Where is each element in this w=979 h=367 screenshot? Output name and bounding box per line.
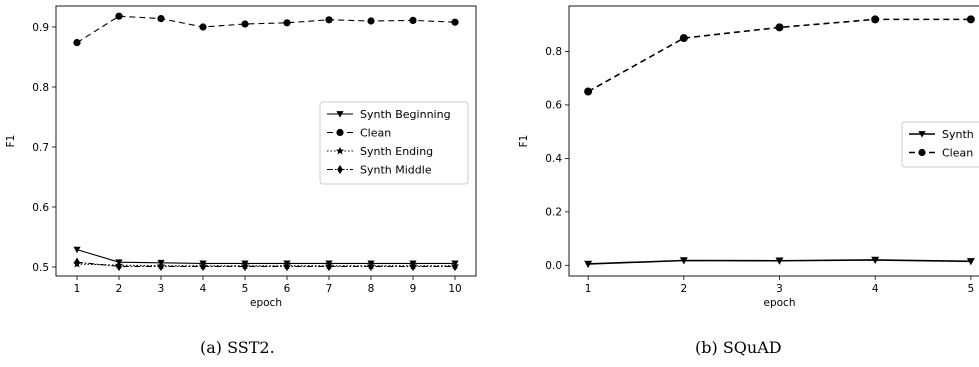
squad-xtick-label: 5: [968, 283, 975, 295]
sst2-point-clean: [115, 12, 123, 20]
sst2-xaxis-label: epoch: [250, 297, 282, 309]
squad-point-synth: [966, 258, 975, 266]
squad-xaxis-label: epoch: [764, 297, 796, 309]
sst2-line-synth-beginning: [76, 249, 455, 264]
sst2-xtick-label: 1: [74, 283, 81, 295]
sst2-ytick-label: 0.9: [32, 22, 49, 34]
sst2-point-clean: [157, 15, 165, 23]
sst2-point-synth-middle: [368, 261, 374, 272]
sst2-xtick-label: 7: [326, 283, 333, 295]
squad-ytick-label: 0.4: [545, 153, 562, 165]
sst2-point-synth-middle: [200, 261, 206, 272]
sst2-legend-marker-clean: [336, 128, 344, 137]
sst2-series-clean: [73, 12, 459, 47]
sst2-ytick-label: 0.7: [32, 142, 49, 154]
squad-point-clean: [775, 23, 784, 32]
sst2-ytick-label: 0.6: [32, 202, 49, 214]
squad-point-synth: [775, 257, 784, 265]
sst2-xtick-label: 8: [368, 283, 375, 295]
sst2-line-synth-ending: [76, 263, 455, 267]
sst2-xtick-label: 4: [200, 283, 207, 295]
sst2-legend-label-synth-middle: Synth Middle: [360, 164, 432, 177]
squad-point-synth: [679, 257, 688, 265]
sst2-legend: Synth Beginning Clean Synth Ending Synth Mi…: [319, 101, 469, 185]
sst2-series-synth-middle: [74, 257, 458, 272]
sst2-point-clean: [409, 16, 417, 24]
sst2-xtick-label: 10: [448, 283, 461, 295]
sst2-ytick-label: 0.8: [32, 82, 49, 94]
sst2-legend-label-clean: Clean: [360, 127, 391, 140]
squad-point-synth: [871, 256, 880, 264]
sst2-line-synth-middle: [76, 261, 455, 267]
sst2-point-synth-middle: [284, 261, 290, 272]
sst2-legend-label-synth-ending: Synth Ending: [360, 145, 433, 158]
sst2-legend-label-synth-beginning: Synth Beginning: [360, 108, 451, 121]
sst2-plot-frame: [55, 5, 477, 277]
sst2-point-clean: [283, 19, 291, 27]
squad-yaxis-label: F1: [518, 135, 530, 148]
squad-legend-marker-synth: [918, 131, 926, 138]
chart-sst2: 1 2 3 4 5 6 7 8 9 10 0.5 0.6 0.7 0.8 0.9 epoch F1 Synth B…: [5, 5, 477, 309]
squad-point-clean: [584, 87, 593, 96]
sst2-xtick-label: 5: [242, 283, 249, 295]
squad-ytick-label: 0.6: [545, 100, 562, 112]
squad-legend-label-clean: Clean: [942, 147, 973, 160]
sst2-ytick-label: 0.5: [32, 262, 49, 274]
squad-point-clean: [679, 34, 688, 43]
squad-series-clean: [584, 15, 975, 96]
squad-xtick-label: 2: [680, 283, 687, 295]
squad-xtick-label: 3: [776, 283, 783, 295]
sst2-point-clean: [325, 16, 333, 24]
sst2-point-clean: [199, 23, 207, 31]
sst2-legend-marker-synth-beginning: [336, 111, 344, 118]
sst2-legend-frame: [319, 101, 469, 185]
sst2-point-clean: [241, 20, 249, 28]
squad-point-clean: [871, 15, 880, 24]
sst2-xtick-label: 9: [410, 283, 417, 295]
sst2-point-synth-middle: [242, 261, 248, 272]
sst2-xtick-label: 6: [284, 283, 291, 295]
sst2-point-synth-middle: [116, 261, 122, 272]
squad-ytick-label: 0.2: [545, 207, 562, 219]
squad-legend-label-synth: Synth: [942, 128, 974, 141]
squad-legend-marker-clean: [918, 148, 926, 157]
squad-series-synth: [584, 256, 975, 268]
sst2-point-synth-middle: [158, 261, 164, 272]
sst2-point-synth-middle: [452, 261, 458, 272]
sst2-xtick-label: 3: [158, 283, 165, 295]
squad-xtick-label: 1: [585, 283, 592, 295]
squad-ytick-label: 0.8: [545, 46, 562, 58]
squad-xtick-label: 4: [872, 283, 879, 295]
sst2-xtick-label: 2: [116, 283, 123, 295]
squad-point-clean: [966, 15, 975, 24]
sst2-legend-marker-synth-middle: [337, 164, 343, 175]
sst2-point-clean: [367, 17, 375, 25]
sst2-series-synth-ending: [72, 259, 460, 270]
sst2-point-synth-middle: [74, 257, 80, 267]
caption-squad: (b) SQuAD: [695, 338, 782, 357]
sst2-point-synth-beginning: [73, 246, 81, 254]
sst2-point-synth-middle: [410, 261, 416, 272]
caption-sst2: (a) SST2.: [200, 338, 275, 357]
sst2-point-synth-middle: [326, 261, 332, 272]
squad-legend: Synth Clean: [901, 121, 979, 168]
sst2-point-clean: [73, 39, 81, 47]
sst2-yaxis-label: F1: [5, 135, 17, 148]
chart-squad: 1 2 3 4 5 0.0 0.2 0.4 0.6 0.8 epoch F1 Synth Clean: [518, 5, 979, 309]
sst2-point-clean: [451, 18, 459, 26]
squad-ytick-label: 0.0: [545, 260, 562, 272]
sst2-line-clean: [76, 15, 456, 44]
sst2-legend-marker-synth-ending: [335, 146, 345, 155]
squad-point-synth: [584, 260, 593, 268]
sst2-series-synth-beginning: [73, 246, 459, 267]
